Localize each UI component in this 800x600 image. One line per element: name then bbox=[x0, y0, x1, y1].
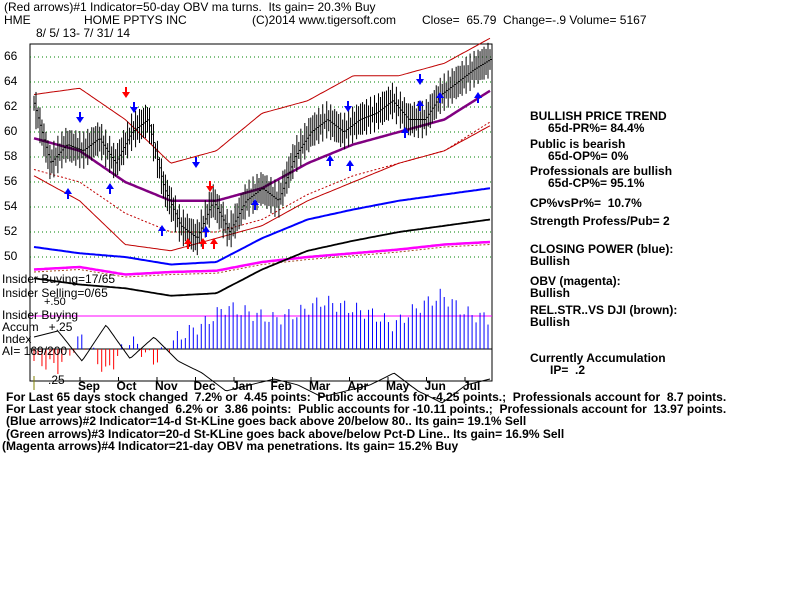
y-tick-label: 52 bbox=[4, 224, 18, 238]
y-tick-label: 60 bbox=[4, 124, 18, 138]
trend-title: BULLISH PRICE TREND bbox=[530, 109, 667, 123]
insider-buying-label: Insider Buying bbox=[2, 308, 79, 322]
footer-line-2: For Last year stock changed 6.2% or 3.86… bbox=[6, 402, 727, 416]
buy-arrow-icon bbox=[64, 188, 72, 199]
pr-value: 65d-PR%= 84.4% bbox=[548, 121, 645, 135]
y-tick-label: 50 bbox=[4, 249, 18, 263]
footer-line-1: For Last 65 days stock changed 7.2% or 4… bbox=[6, 390, 727, 404]
x-tick-label: Jan bbox=[232, 379, 253, 393]
strength-ratio: Strength Profess/Pub= 2 bbox=[530, 214, 670, 228]
closing-power-line bbox=[33, 187, 491, 266]
y-tick-label: 64 bbox=[4, 74, 18, 88]
buy-arrow-icon bbox=[106, 183, 114, 194]
ip-value: IP= .2 bbox=[550, 363, 586, 377]
x-tick-label: Apr bbox=[347, 379, 369, 393]
sell-arrow-icon bbox=[130, 102, 138, 113]
footer-line-3: (Blue arrows)#2 Indicator=14-d St-KLine … bbox=[6, 414, 527, 428]
obv-status: Bullish bbox=[530, 286, 571, 300]
copyright-text: (C)2014 www.tigersoft.com bbox=[252, 13, 397, 27]
accum-average-line bbox=[33, 324, 491, 404]
x-tick-label: Mar bbox=[309, 379, 331, 393]
sell-arrow-icon bbox=[192, 157, 200, 168]
buy-arrow-icon bbox=[158, 225, 166, 236]
buy-arrow-icon bbox=[202, 226, 210, 237]
accumulation-status: Currently Accumulation bbox=[530, 351, 666, 365]
relstr-line bbox=[33, 244, 491, 278]
buy-arrow-icon bbox=[474, 92, 482, 103]
sell-arrow-icon bbox=[416, 74, 424, 85]
relstr-label: REL.STR..VS DJI (brown): bbox=[530, 303, 678, 317]
obv-line bbox=[33, 240, 491, 276]
y-tick-label: 54 bbox=[4, 199, 18, 213]
x-tick-label: Oct bbox=[116, 379, 137, 393]
sell-arrow-icon bbox=[344, 101, 352, 112]
obv-label: OBV (magenta): bbox=[530, 274, 621, 288]
closing-power-secondary-line bbox=[33, 218, 491, 297]
ma-guide-line bbox=[33, 121, 491, 233]
buy-arrow-icon bbox=[210, 238, 218, 249]
insider-buying-ratio: Insider Buying=17/65 bbox=[2, 272, 116, 286]
ticker-symbol: HME bbox=[4, 13, 31, 27]
accum-plus50-label: +.50 bbox=[44, 296, 66, 308]
public-status: Public is bearish bbox=[530, 137, 626, 151]
y-tick-label: 62 bbox=[4, 99, 18, 113]
chart-frame bbox=[29, 43, 493, 382]
quote-summary: Close= 65.79 Change=-.9 Volume= 5167 bbox=[422, 13, 647, 27]
closing-power-label: CLOSING POWER (blue): bbox=[530, 242, 674, 256]
relstr-status: Bullish bbox=[530, 315, 571, 329]
x-tick-label: Jun bbox=[424, 379, 446, 393]
ai-value: AI= 169/200 bbox=[2, 344, 68, 358]
cp-vs-pr: CP%vsPr%= 10.7% bbox=[530, 196, 642, 210]
footer-line-5: (Magenta arrows)#4 Indicator=21-day OBV … bbox=[2, 439, 459, 453]
x-tick-label: Nov bbox=[155, 379, 178, 393]
buy-arrow-icon bbox=[346, 160, 354, 171]
op-value: 65d-OP%= 0% bbox=[548, 149, 629, 163]
footer-line-4: (Green arrows)#3 Indicator=20-d St-KLine… bbox=[6, 427, 565, 441]
y-tick-label: 66 bbox=[4, 49, 18, 63]
indicator-1-description: (Red arrows)#1 Indicator=50-day OBV ma t… bbox=[4, 0, 376, 14]
upper-band-line bbox=[33, 37, 491, 164]
y-tick-label: 58 bbox=[4, 149, 18, 163]
x-tick-label: Feb bbox=[270, 379, 292, 393]
sell-arrow-icon bbox=[206, 181, 214, 192]
closing-power-status: Bullish bbox=[530, 254, 571, 268]
accum-index-label: Accum +.25 bbox=[2, 320, 73, 334]
x-tick-label: Jul bbox=[463, 379, 481, 393]
professionals-status: Professionals are bullish bbox=[530, 164, 673, 178]
x-tick-label: Sep bbox=[78, 379, 101, 393]
buy-arrow-icon bbox=[436, 92, 444, 103]
y-tick-label: 56 bbox=[4, 174, 18, 188]
sell-arrow-icon bbox=[76, 112, 84, 123]
buy-arrow-icon bbox=[326, 155, 334, 166]
accum-minus25-label: -.25 bbox=[44, 373, 65, 387]
insider-selling-ratio: Insider Selling=0/65 bbox=[2, 286, 108, 300]
company-name: HOME PPTYS INC bbox=[84, 13, 187, 27]
buy-arrow-icon bbox=[416, 100, 424, 111]
date-range: 8/ 5/ 13- 7/ 31/ 14 bbox=[36, 26, 131, 40]
x-tick-label: May bbox=[386, 379, 410, 393]
x-tick-label: Dec bbox=[193, 379, 216, 393]
buy-arrow-icon bbox=[199, 238, 207, 249]
cp-value: 65d-CP%= 95.1% bbox=[548, 176, 645, 190]
buy-arrow-icon bbox=[184, 238, 192, 249]
buy-arrow-icon bbox=[251, 199, 259, 210]
index-label: Index bbox=[2, 332, 32, 346]
sell-arrow-icon bbox=[122, 87, 130, 98]
buy-arrow-icon bbox=[401, 127, 409, 138]
